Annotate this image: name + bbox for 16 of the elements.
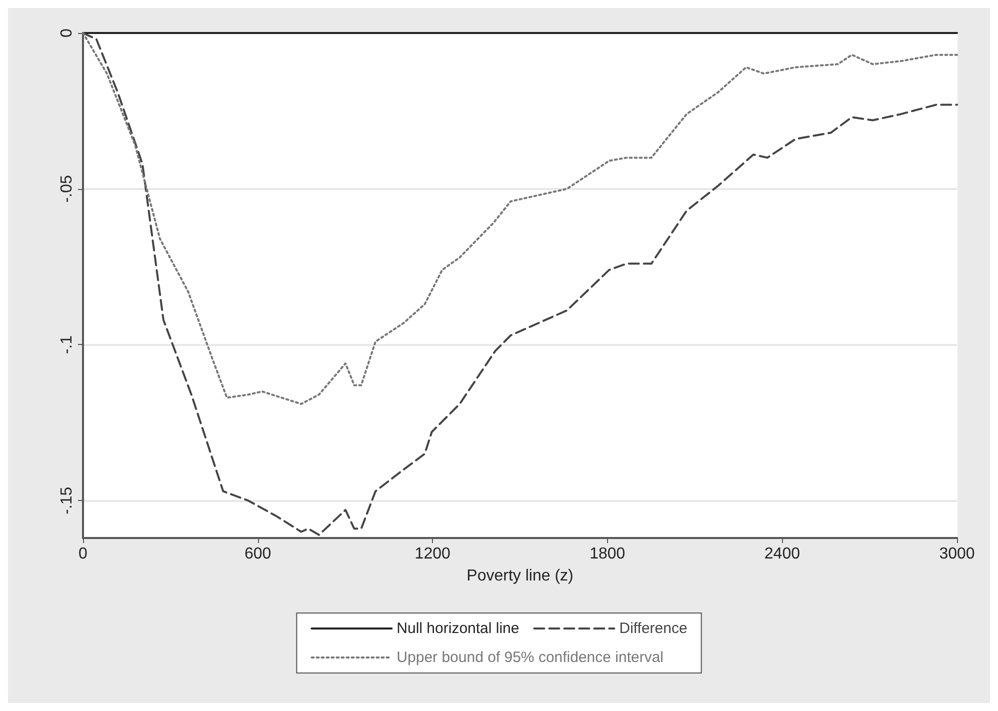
x-axis-title: Poverty line (z)	[466, 568, 574, 584]
y-tick-label: 0	[58, 28, 76, 38]
x-tick-label: 3000	[939, 546, 975, 562]
line-series	[82, 32, 958, 536]
x-tick-label: 1800	[590, 546, 626, 562]
x-tick-label: 1200	[414, 546, 450, 562]
y-tick-label: -.15	[58, 486, 76, 514]
y-tick-label: -.1	[58, 335, 76, 354]
x-tick-label: 600	[244, 546, 272, 562]
x-tick-label: 0	[78, 546, 88, 562]
text: Difference	[619, 620, 688, 637]
y-tick-label: -.05	[58, 174, 76, 203]
text: Upper bound of 95% confidence interval	[396, 649, 664, 666]
text: Null horizontal line	[396, 620, 520, 637]
x-tick-label: 2400	[764, 546, 800, 562]
line-series	[82, 32, 958, 405]
